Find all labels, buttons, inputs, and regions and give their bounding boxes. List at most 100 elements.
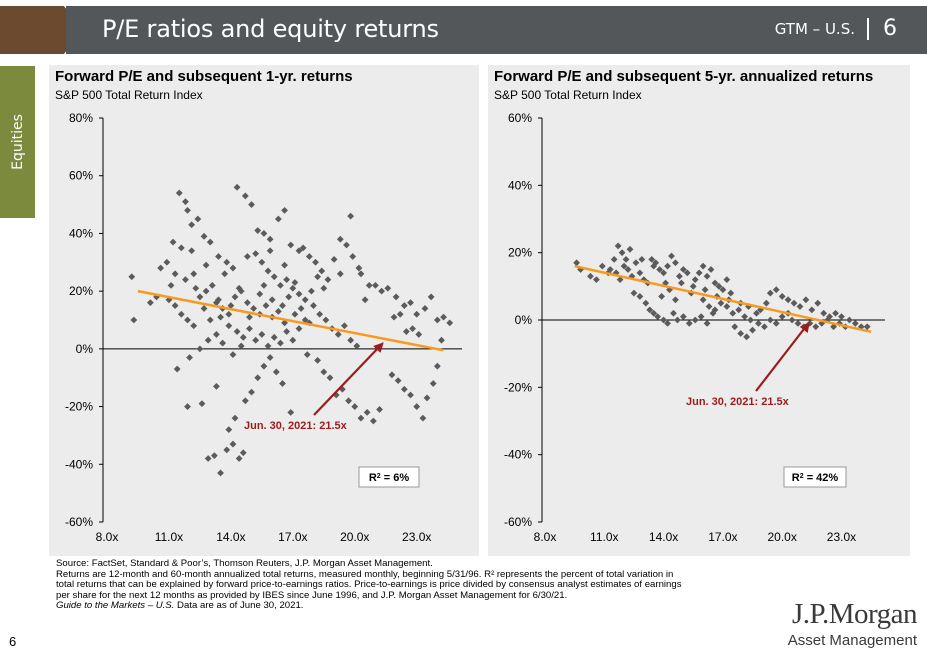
data-point: [845, 316, 853, 324]
data-point: [646, 306, 654, 314]
data-point: [287, 408, 295, 416]
data-point: [419, 414, 427, 422]
data-point: [832, 309, 839, 317]
y-tick-label: 60%: [508, 111, 532, 125]
side-tab-equities[interactable]: Equities: [0, 66, 35, 218]
chart-panel-5yr: Forward P/E and subsequent 5-yr. annuali…: [488, 65, 910, 556]
data-point: [237, 342, 245, 350]
data-point: [766, 316, 774, 324]
data-point: [672, 296, 679, 304]
data-point: [814, 299, 822, 307]
data-point: [266, 247, 274, 255]
data-point: [676, 272, 683, 280]
data-point: [233, 328, 241, 335]
y-tick-label: -20%: [504, 380, 532, 394]
data-point: [632, 259, 640, 267]
footnote-line: total returns that can be explained by f…: [56, 579, 682, 591]
data-point: [258, 258, 266, 266]
data-point: [213, 331, 220, 338]
data-point: [616, 276, 624, 283]
data-point: [210, 452, 218, 460]
data-point: [260, 281, 268, 289]
data-point: [772, 286, 780, 294]
data-point: [248, 201, 255, 208]
data-point: [237, 287, 245, 295]
data-point: [723, 276, 731, 283]
data-point: [440, 313, 447, 321]
data-point: [223, 446, 231, 454]
data-point: [446, 319, 454, 327]
data-point: [204, 455, 212, 462]
trend-line: [574, 264, 872, 334]
y-tick-label: 80%: [69, 111, 93, 125]
data-point: [305, 253, 313, 260]
data-point: [672, 259, 679, 267]
data-point: [703, 319, 711, 327]
data-point: [256, 290, 264, 298]
data-point: [788, 316, 796, 324]
data-point: [749, 326, 756, 334]
r2-label: R2 = 6%: [369, 472, 410, 484]
data-point: [711, 306, 719, 314]
scatter-chart-5yr: 60% 40% 20% 0% -20% -40% -60%8.0x 11.0x 14.0x 17.…: [504, 111, 885, 544]
x-tick-label: 11.0x: [155, 530, 183, 544]
data-point: [217, 469, 224, 477]
data-point: [656, 266, 664, 273]
x-tick-label: 8.0x: [534, 530, 557, 544]
data-point: [409, 325, 416, 333]
footnote-line: Returns are 12-month and 60-month annual…: [56, 568, 674, 580]
data-point: [303, 351, 311, 359]
data-point: [355, 264, 363, 272]
data-point: [697, 313, 705, 321]
scatter-chart-1yr: 80% 60% 40% 20% 0% -20% -40% -60%8.0x 11.0x 14.0x…: [65, 111, 462, 544]
data-point: [830, 323, 837, 331]
data-point: [699, 296, 707, 304]
data-point: [279, 302, 286, 309]
data-point: [229, 440, 237, 448]
data-point: [206, 316, 214, 324]
data-point: [235, 455, 243, 462]
data-point: [289, 336, 297, 344]
data-point: [171, 270, 179, 278]
x-tick-label: 17.0x: [708, 530, 737, 544]
data-point: [723, 303, 731, 310]
data-point: [650, 262, 658, 270]
data-point: [272, 368, 280, 376]
data-point: [650, 309, 658, 317]
data-point: [252, 336, 260, 344]
data-point: [326, 374, 334, 382]
data-point: [347, 212, 355, 220]
data-point: [626, 245, 634, 253]
data-point: [624, 266, 632, 273]
header-page-number: 6: [883, 16, 897, 41]
data-point: [685, 319, 693, 327]
data-point: [266, 235, 274, 243]
y-tick-label: -60%: [504, 515, 532, 529]
data-point: [182, 276, 189, 283]
data-point: [190, 270, 198, 278]
data-point: [274, 215, 282, 223]
x-tick-label: 23.0x: [827, 530, 856, 544]
chart-panel-1yr: Forward P/E and subsequent 1-yr. returns…: [49, 65, 479, 556]
data-point: [711, 279, 719, 287]
data-point: [784, 296, 792, 304]
data-point: [334, 331, 342, 338]
data-point: [219, 339, 227, 347]
data-point: [213, 382, 220, 390]
data-point: [620, 262, 628, 270]
data-point: [279, 380, 286, 387]
data-point: [683, 269, 691, 277]
data-point: [254, 374, 262, 382]
side-tab-label: Equities: [9, 114, 26, 170]
data-point: [260, 230, 268, 237]
data-point: [281, 261, 288, 269]
data-point: [338, 385, 346, 393]
data-point: [407, 299, 414, 307]
data-point: [349, 253, 357, 260]
footnote-line: per share for the next 12 months as prov…: [56, 589, 568, 601]
header-right: GTM – U.S. 6: [775, 16, 897, 41]
data-point: [177, 310, 185, 318]
data-point: [652, 259, 660, 267]
data-point: [618, 249, 626, 257]
data-point: [429, 380, 437, 387]
